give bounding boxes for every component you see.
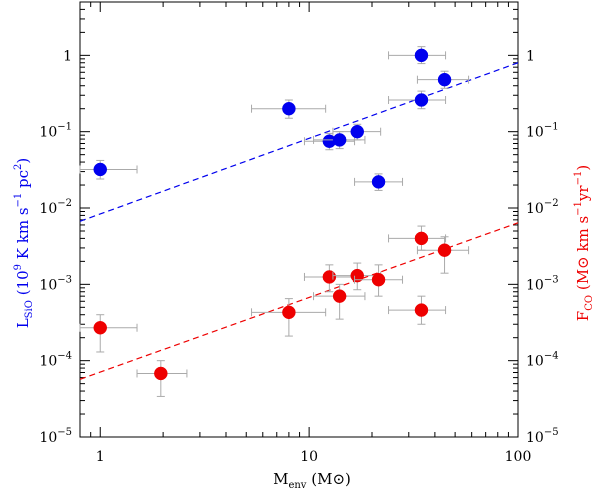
co-data-point <box>93 320 107 335</box>
y-tick-label-left: 10−4 <box>39 351 72 370</box>
x-tick-label: 1 <box>96 449 105 465</box>
co-data-point <box>414 303 429 317</box>
co-data-point <box>282 305 296 320</box>
y-tick-label-right: 10−5 <box>526 427 559 446</box>
plot-frame <box>79 1 519 438</box>
sio-data-point <box>282 101 296 116</box>
sio-data-point <box>350 124 365 139</box>
y-axis-left-title: LSiO (109 K km s−1 pc2) <box>13 158 35 329</box>
sio-data-point <box>414 93 429 107</box>
sio-fit-line <box>79 62 519 222</box>
sio-data-point <box>371 175 386 189</box>
x-axis-title: Menv (M⊙) <box>273 470 351 491</box>
co-data-point <box>350 268 365 283</box>
sio-data-point <box>93 162 107 177</box>
y-tick-label-right: 10−2 <box>526 198 559 217</box>
y-tick-label-right: 1 <box>526 48 535 64</box>
y-tick-label-right: 10−3 <box>526 274 559 293</box>
x-tick-label: 100 <box>505 449 532 465</box>
co-data-point <box>414 231 429 246</box>
y-tick-label-left: 10−2 <box>39 198 72 217</box>
sio-data-point <box>332 133 347 147</box>
y-tick-label-right: 10−1 <box>526 122 559 141</box>
co-data-point <box>371 272 386 287</box>
sio-data-point <box>414 48 429 63</box>
x-tick-label: 10 <box>300 449 318 465</box>
co-data-point <box>437 243 452 257</box>
plot-area: 1 10 100 1 1 10−1 10−1 10−2 10−2 10−3 10−3 10−4 10−4… <box>39 1 559 465</box>
co-data-point <box>322 270 337 284</box>
y-tick-label-left: 10−3 <box>39 274 72 293</box>
y-axis-right-title: FCO (M⊙ km s−1yr−1) <box>573 165 595 321</box>
y-tick-label-left: 10−5 <box>39 427 72 446</box>
co-fit-line <box>79 222 519 380</box>
y-tick-label-right: 10−4 <box>526 351 559 370</box>
y-tick-label-left: 10−1 <box>39 122 72 141</box>
co-data-point <box>332 289 347 303</box>
y-tick-label-left: 1 <box>63 48 72 64</box>
sio-data-point <box>437 72 452 87</box>
co-data-point <box>154 366 168 381</box>
